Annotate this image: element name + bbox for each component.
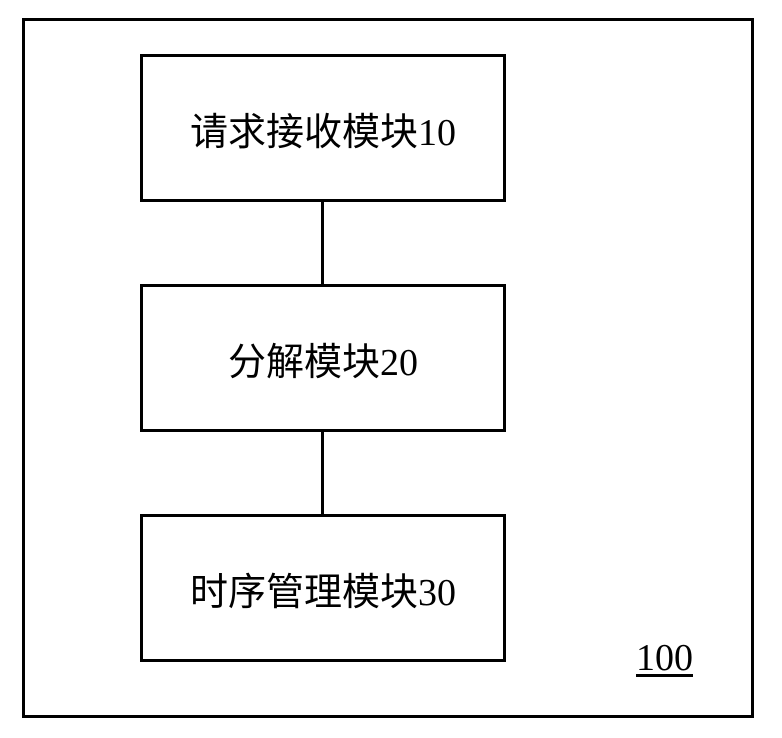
module-box-request-receive: 请求接收模块10 bbox=[140, 54, 506, 202]
figure-number-label: 100 bbox=[636, 636, 693, 680]
module-box-decompose: 分解模块20 bbox=[140, 284, 506, 432]
module-label-decompose: 分解模块20 bbox=[228, 331, 418, 386]
module-label-request-receive: 请求接收模块10 bbox=[190, 101, 456, 156]
connector-line-2 bbox=[321, 432, 324, 514]
connector-line-1 bbox=[321, 202, 324, 284]
module-box-timing-management: 时序管理模块30 bbox=[140, 514, 506, 662]
module-label-timing-management: 时序管理模块30 bbox=[190, 561, 456, 616]
